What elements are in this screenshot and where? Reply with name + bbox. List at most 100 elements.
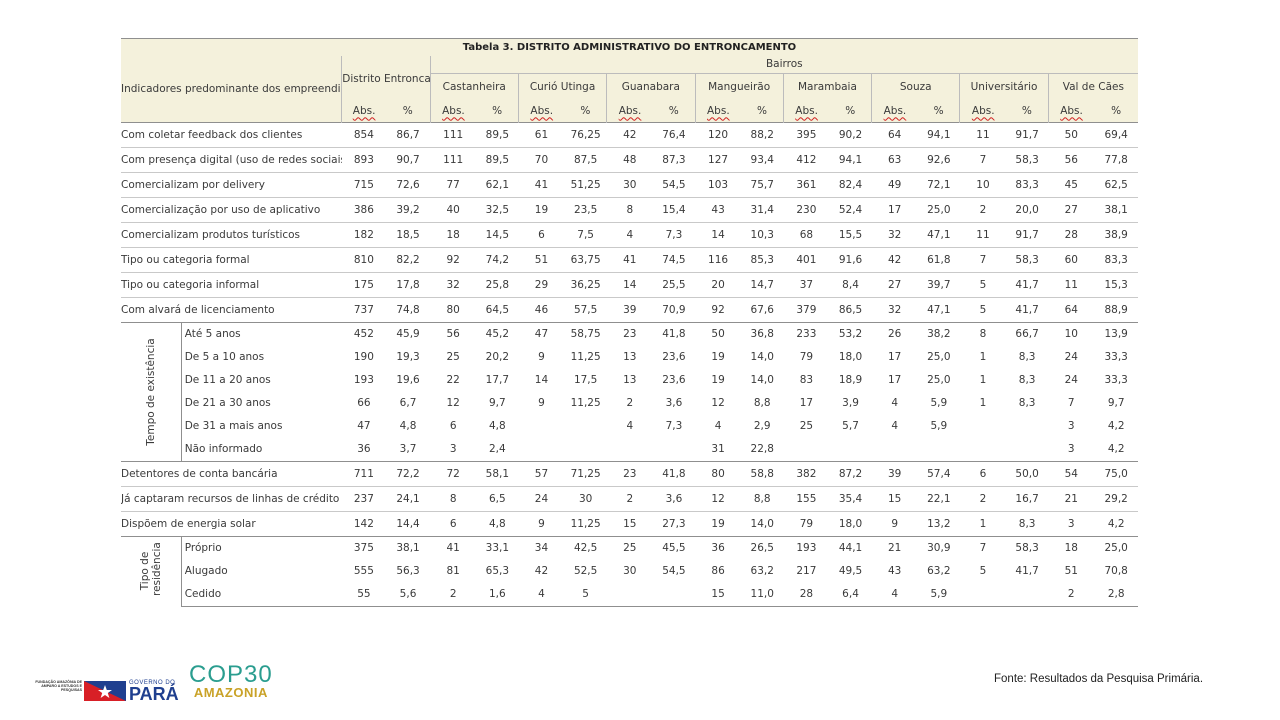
table-cell: 111 bbox=[430, 121, 477, 147]
table-cell: 23 bbox=[606, 460, 653, 486]
table-cell: 10,3 bbox=[741, 221, 784, 247]
table-cell: 5,9 bbox=[930, 397, 948, 409]
table-cell: 715 bbox=[341, 171, 386, 197]
table-cell: 31,4 bbox=[741, 196, 784, 222]
table-cell bbox=[565, 415, 607, 438]
table-cell: 41,8 bbox=[652, 321, 695, 346]
table-cell: 52,4 bbox=[829, 196, 872, 222]
table-cell: 17 bbox=[799, 397, 814, 409]
table-cell: 555 bbox=[353, 565, 374, 577]
row-label: Não informado bbox=[184, 443, 263, 455]
table-cell: 2,4 bbox=[488, 443, 506, 455]
table-cell: 70,9 bbox=[652, 296, 695, 322]
group-label: Tipo de residência bbox=[138, 542, 163, 597]
row-label: De 21 a 30 anos bbox=[184, 397, 271, 409]
table-cell: 27 bbox=[1048, 196, 1095, 222]
table-cell: 14 bbox=[606, 271, 653, 297]
table-cell: 80 bbox=[695, 460, 742, 486]
data-table: Tabela 3. DISTRITO ADMINISTRATIVO DO ENT… bbox=[121, 38, 1138, 607]
table-cell: 9,7 bbox=[488, 397, 506, 409]
table-cell: 11 bbox=[959, 121, 1007, 147]
table-cell: 18,5 bbox=[385, 221, 431, 247]
row-label: Comercialização por uso de aplicativo bbox=[121, 196, 342, 222]
table-cell: 190 bbox=[353, 351, 374, 363]
table-cell: 47 bbox=[518, 321, 565, 346]
table-cell: 71,25 bbox=[564, 460, 607, 486]
table-cell bbox=[565, 438, 607, 462]
table-cell: 82,2 bbox=[385, 246, 431, 272]
table-cell: 14,0 bbox=[750, 374, 774, 386]
table-cell: 57 bbox=[518, 460, 565, 486]
table-cell: 8,3 bbox=[1018, 374, 1036, 386]
table-cell: 16,7 bbox=[1006, 485, 1049, 511]
row-label: De 11 a 20 anos bbox=[184, 374, 271, 386]
table-cell bbox=[872, 438, 918, 462]
table-cell: 70 bbox=[518, 146, 565, 172]
table-cell: 38,2 bbox=[917, 321, 960, 346]
table-row: De 31 a mais anos 47 4,8 6 4,8 4 7,3 4 2,9 25 5,7 4… bbox=[121, 415, 1138, 438]
abs-header: Abs. bbox=[959, 101, 1007, 122]
abs-header: Abs. bbox=[871, 101, 918, 122]
table-cell: 15 bbox=[606, 510, 653, 536]
pct-header: % bbox=[476, 101, 519, 122]
table-row: Tipo de residência Próprio 375 38,1 41 33,1 34… bbox=[121, 535, 1138, 606]
table-cell: 72 bbox=[430, 460, 477, 486]
table-cell: 7,3 bbox=[652, 221, 695, 247]
table-cell: 3 bbox=[1067, 443, 1075, 455]
table-cell: 76,25 bbox=[564, 121, 607, 147]
table-cell: 28 bbox=[783, 582, 830, 607]
table-cell: 50 bbox=[695, 321, 742, 346]
table-title: Tabela 3. DISTRITO ADMINISTRATIVO DO ENT… bbox=[121, 38, 1138, 56]
table-cell: 63 bbox=[871, 146, 918, 172]
table-cell: 91,7 bbox=[1006, 121, 1049, 147]
table-cell bbox=[960, 415, 1006, 438]
table-cell: 27,3 bbox=[652, 510, 695, 536]
table-cell: 25,0 bbox=[927, 374, 951, 386]
table-row: Não informado 36 3,7 3 2,4 31 22,8 3 4,2 bbox=[121, 438, 1138, 462]
table-cell: 13 bbox=[623, 374, 637, 386]
table-cell: 94,1 bbox=[917, 121, 960, 147]
table-cell: 12 bbox=[446, 397, 460, 409]
table-cell: 65,3 bbox=[485, 565, 510, 577]
source-note: Fonte: Resultados da Pesquisa Primária. bbox=[994, 673, 1204, 685]
table-cell: 2 bbox=[1048, 582, 1095, 607]
table-cell: 7 bbox=[959, 146, 1007, 172]
table-cell: 61,8 bbox=[917, 246, 960, 272]
table-cell: 379 bbox=[783, 296, 830, 322]
table-cell: 58,3 bbox=[1006, 146, 1049, 172]
abs-header: Abs. bbox=[782, 101, 830, 122]
table-cell: 74,8 bbox=[385, 296, 431, 322]
table-cell bbox=[1006, 438, 1048, 462]
table-cell: 6 bbox=[959, 460, 1007, 486]
table-cell bbox=[607, 438, 653, 462]
table-row: Alugado 555 56,3 81 65,3 42 52,5 30 54,5 86 63,2 21… bbox=[121, 560, 1138, 583]
table-cell: 12 bbox=[711, 397, 725, 409]
table-cell: 17 bbox=[887, 374, 902, 386]
table-cell: 711 bbox=[341, 460, 386, 486]
table-cell: 15 bbox=[871, 485, 918, 511]
table-cell: 1 bbox=[979, 374, 987, 386]
table-cell: 51,25 bbox=[564, 171, 607, 197]
table-cell: 36,8 bbox=[741, 321, 784, 346]
table-cell: 9,7 bbox=[1107, 397, 1125, 409]
table-cell: 87,3 bbox=[652, 146, 695, 172]
table-cell: 4,8 bbox=[399, 420, 417, 432]
table-cell: 4 bbox=[891, 397, 899, 409]
table-cell: 43 bbox=[887, 565, 902, 577]
governo-label: GOVERNO DO bbox=[129, 680, 176, 686]
table-cell: 75,7 bbox=[741, 171, 784, 197]
table-cell: 14,0 bbox=[750, 351, 774, 363]
table-cell: 50,0 bbox=[1006, 460, 1049, 486]
table-cell: 401 bbox=[783, 246, 830, 272]
table-cell: 14 bbox=[534, 374, 549, 386]
table-cell: 4,2 bbox=[1107, 443, 1125, 455]
table-cell: 58,3 bbox=[1006, 246, 1049, 272]
table-cell: 60 bbox=[1048, 246, 1095, 272]
table-cell: 13 bbox=[623, 351, 637, 363]
table-cell: 45,5 bbox=[652, 535, 695, 560]
table-cell: 23,6 bbox=[662, 374, 686, 386]
table-cell: 9 bbox=[538, 351, 545, 363]
table-cell: 42 bbox=[871, 246, 918, 272]
table-cell: 217 bbox=[796, 565, 817, 577]
abs-header: Abs. bbox=[517, 101, 565, 122]
